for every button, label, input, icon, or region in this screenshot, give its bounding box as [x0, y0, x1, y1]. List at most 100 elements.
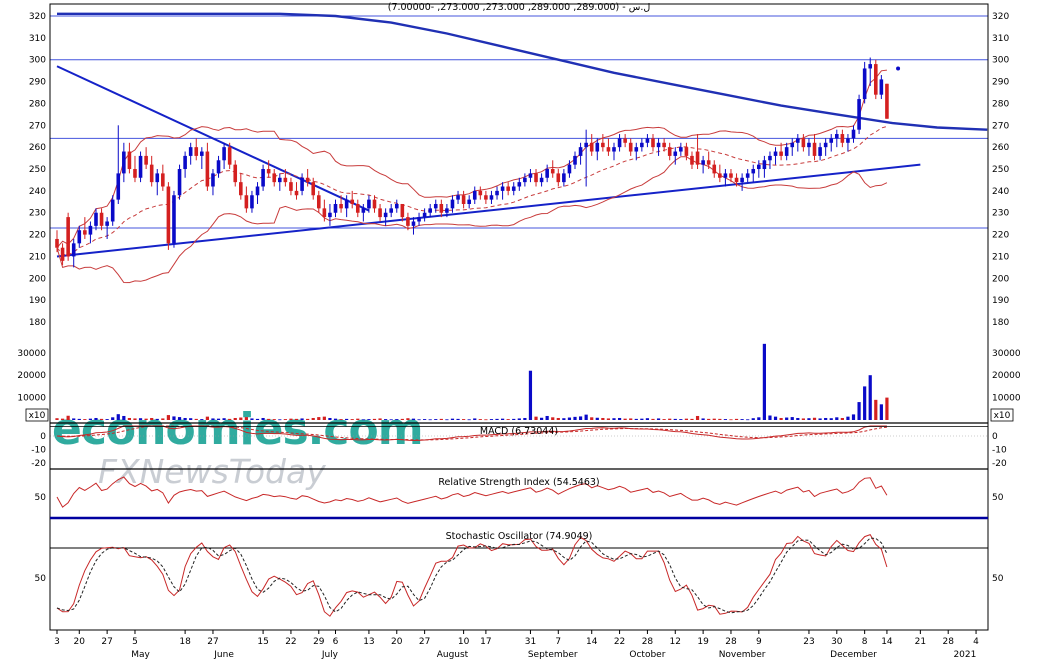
candle-body — [673, 151, 678, 156]
candle-body — [695, 151, 700, 165]
volume-bar — [874, 399, 878, 420]
volume-bars — [55, 343, 889, 421]
volume-bar — [133, 418, 137, 420]
candle-body — [406, 217, 410, 226]
support-resistance-levels — [50, 15, 988, 229]
volume-bar — [484, 419, 488, 421]
candle-body — [411, 221, 416, 226]
volume-bar — [768, 415, 772, 420]
volume-bar — [228, 418, 232, 420]
instrument-ohlc-title: ل.س - (289.000, 289.000, 273.000, 273.00… — [387, 2, 651, 13]
volume-bar — [261, 417, 265, 420]
volume-bar — [423, 419, 427, 420]
candle-body — [684, 147, 689, 156]
volume-bar — [144, 418, 148, 420]
candle-body — [679, 147, 683, 152]
volume-bar — [211, 418, 215, 420]
price-tick: 210 — [29, 252, 46, 262]
volume-bar — [734, 418, 739, 420]
month-label: May — [131, 650, 150, 659]
volume-bar — [222, 418, 226, 420]
volume-bar — [796, 417, 800, 420]
candle-body — [790, 142, 795, 148]
volume-bar — [272, 419, 276, 420]
volume-bar — [851, 414, 856, 420]
stoch-tick: 50 — [35, 574, 47, 584]
candle-body — [879, 79, 884, 95]
price-tick: 280 — [29, 99, 46, 109]
volume-bar — [434, 419, 438, 420]
volume-bar — [300, 418, 304, 420]
candle-body — [595, 142, 600, 152]
candle-body — [122, 151, 126, 174]
macd-signal-line — [56, 425, 887, 441]
volume-bar — [790, 417, 794, 420]
volume-bar — [283, 419, 287, 420]
volume-bar — [556, 417, 560, 420]
volume-bar — [695, 415, 700, 420]
price-tick: 320 — [992, 12, 1009, 22]
candle-body — [762, 160, 767, 170]
volume-bar — [99, 418, 104, 420]
volume-bar — [311, 417, 315, 420]
volume-bar — [417, 419, 421, 421]
candle-body — [645, 138, 650, 143]
rsi-tick: 50 — [992, 493, 1004, 503]
stoch-d-line — [56, 537, 888, 614]
candle-body — [640, 142, 644, 148]
volume-bar — [528, 370, 533, 420]
candle-body — [394, 203, 399, 209]
candle-body — [868, 64, 873, 69]
price-tick: 290 — [992, 78, 1009, 88]
volume-bar — [116, 414, 120, 420]
bollinger-middle — [56, 125, 888, 256]
watermark-fxnewstoday: FXNewsToday — [98, 452, 326, 491]
candle-body — [472, 190, 477, 200]
candle-body — [873, 64, 878, 95]
volume-bar — [478, 419, 482, 420]
volume-bar — [629, 418, 633, 420]
date-tick-label: 22 — [614, 637, 625, 647]
volume-bar — [411, 418, 416, 420]
macd-tick: -20 — [992, 459, 1007, 469]
volume-bar — [684, 418, 689, 420]
month-label: October — [629, 650, 665, 659]
volume-bar — [88, 418, 93, 420]
date-tick-label: 27 — [419, 637, 430, 647]
price-tick: 270 — [992, 121, 1009, 131]
volume-tick: 30000 — [992, 349, 1021, 359]
candle-body — [556, 173, 561, 183]
rsi-line — [56, 476, 888, 508]
date-tick-label: 28 — [942, 637, 954, 647]
candle-body — [690, 155, 694, 165]
candle-body — [250, 195, 254, 209]
candle-body — [305, 177, 310, 183]
volume-bar — [824, 417, 828, 420]
volume-bar — [66, 415, 70, 420]
candle-body — [740, 177, 744, 183]
volume-bar — [445, 419, 449, 421]
candle-body — [188, 147, 193, 156]
month-label: 2021 — [953, 650, 976, 659]
volume-bar — [846, 416, 850, 420]
candle-body — [495, 190, 499, 196]
candle-body — [562, 173, 566, 183]
candle-body — [779, 151, 783, 156]
volume-bar — [567, 417, 572, 420]
candle-body — [823, 142, 828, 148]
price-tick: 260 — [992, 143, 1009, 153]
long-moving-average — [57, 12, 988, 131]
volume-bar — [551, 417, 555, 420]
candle-body — [840, 134, 845, 143]
volume-bar — [829, 418, 833, 420]
volume-bar — [573, 416, 577, 420]
volume-bar — [205, 416, 209, 420]
price-tick: 240 — [29, 187, 46, 197]
volume-bar — [740, 419, 744, 420]
rsi-tick: 50 — [35, 493, 47, 503]
y-axis-left: 320 310 300 290 280 270 260 250 240 230 220 210 200 1… — [17, 12, 46, 584]
candle-body — [383, 212, 388, 218]
candle-body — [851, 129, 856, 139]
price-tick: 280 — [992, 99, 1009, 109]
